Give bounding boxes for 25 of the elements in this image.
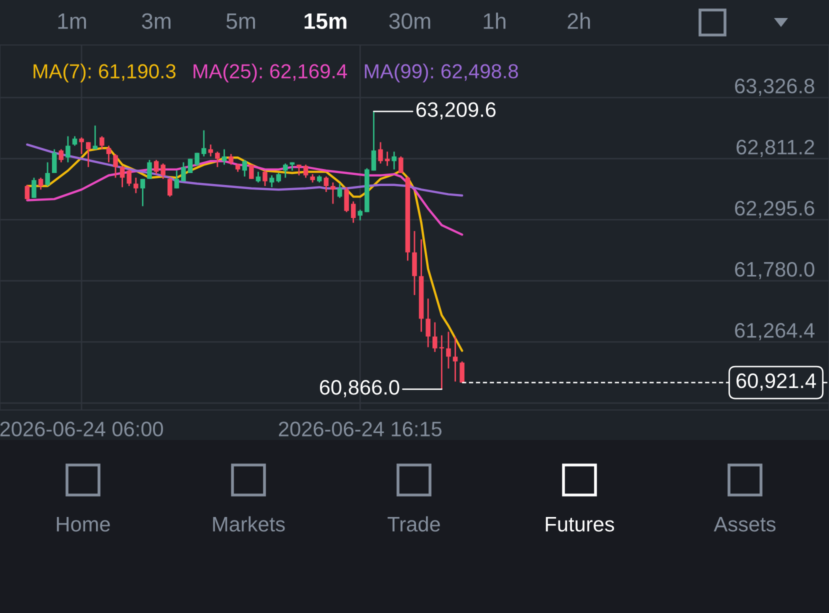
y-tick-label: 62,811.2 (736, 140, 814, 157)
text: 1h (484, 12, 506, 29)
x-tick-label: 2026-06-24 06:00 (0, 422, 163, 436)
text: Assets (714, 517, 776, 532)
text: Trade (388, 516, 440, 532)
text: 5m (226, 13, 255, 29)
annotation: 63,209.6 (416, 102, 496, 120)
text: 15m (304, 13, 346, 29)
annotation: 60,866.0 (320, 380, 400, 398)
text: Futures (546, 517, 614, 532)
y-tick-label: 61,264.4 (735, 323, 815, 340)
ref-line-label: 60,921.4 (736, 373, 816, 391)
text: Home (56, 517, 110, 532)
y-tick-label: 62,295.6 (735, 200, 814, 218)
text: Markets (213, 516, 285, 532)
text: 2h (568, 12, 590, 29)
text: MA(99): 62,498.8 (364, 64, 518, 82)
text: MA(7): 61,190.3 (34, 64, 176, 82)
text: 30m (389, 13, 430, 29)
x-tick-label: 2026-06-24 16:15 (278, 422, 442, 436)
text: 3m (142, 13, 170, 29)
text: 1m (58, 13, 86, 29)
y-tick-label: 63,326.8 (735, 78, 814, 96)
y-tick-label: 61,780.0 (735, 262, 814, 280)
text: MA(25): 62,169.4 (194, 64, 348, 82)
